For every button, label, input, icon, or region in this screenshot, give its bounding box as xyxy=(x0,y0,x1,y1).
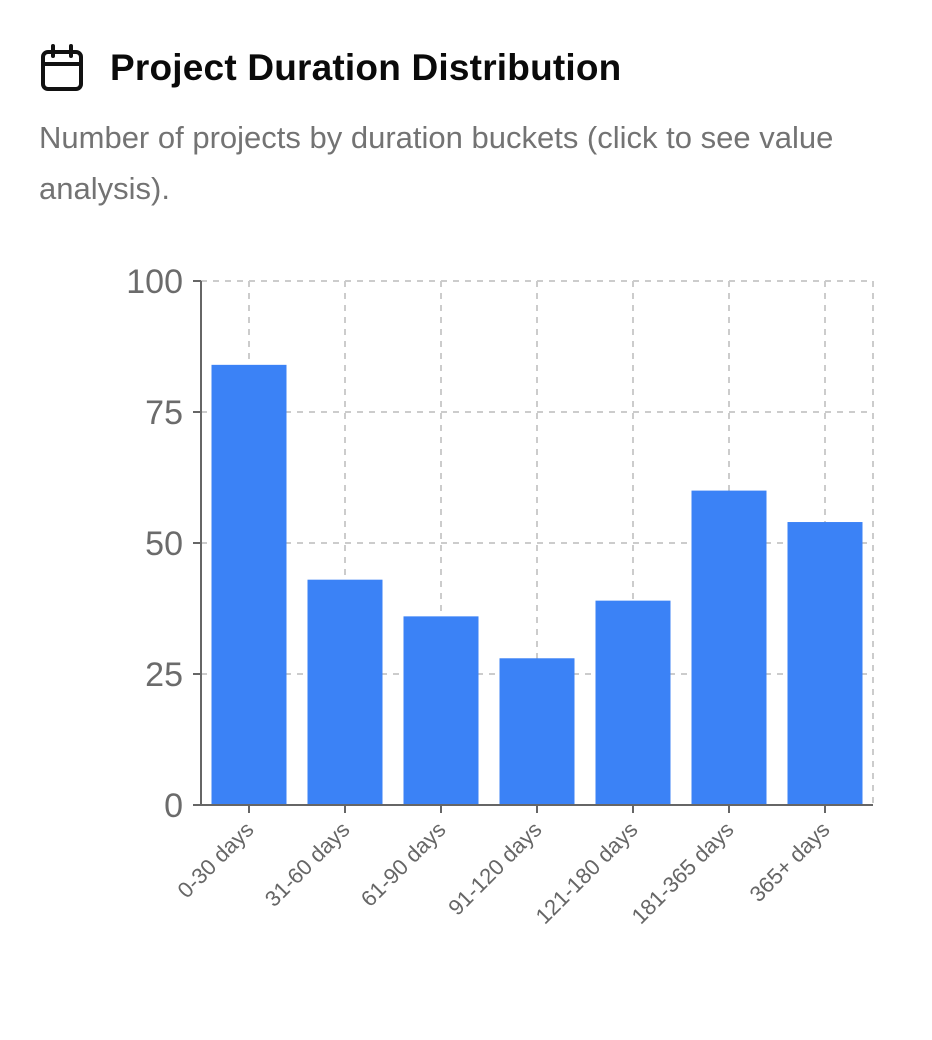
x-tick-label: 121-180 days xyxy=(531,817,643,929)
bar-31-60-days[interactable] xyxy=(307,579,383,805)
bar-365-days[interactable] xyxy=(787,522,863,805)
calendar-icon xyxy=(40,44,84,92)
bar-61-90-days[interactable] xyxy=(403,616,479,805)
y-tick-label: 0 xyxy=(164,787,183,825)
x-tick-label: 365+ days xyxy=(745,817,835,907)
bar-121-180-days[interactable] xyxy=(595,600,671,805)
x-tick-label: 31-60 days xyxy=(260,817,355,912)
card-header: Project Duration Distribution xyxy=(40,44,621,92)
chart-subtitle: Number of projects by duration buckets (… xyxy=(39,120,834,206)
chart-title: Project Duration Distribution xyxy=(110,47,622,88)
y-axis-ticks: 0 25 50 75 100 xyxy=(126,263,201,825)
x-tick-label: 61-90 days xyxy=(356,817,451,912)
y-tick-label: 100 xyxy=(126,263,183,301)
bar-series xyxy=(211,364,863,805)
bar-0-30-days[interactable] xyxy=(211,364,287,805)
y-tick-label: 25 xyxy=(145,656,183,694)
x-tick-label: 0-30 days xyxy=(173,817,259,903)
y-tick-label: 50 xyxy=(145,525,183,563)
bar-181-365-days[interactable] xyxy=(691,490,767,805)
x-tick-label: 91-120 days xyxy=(443,817,546,920)
x-tick-label: 181-365 days xyxy=(627,817,739,929)
y-tick-label: 75 xyxy=(145,394,183,432)
bar-91-120-days[interactable] xyxy=(499,658,575,805)
